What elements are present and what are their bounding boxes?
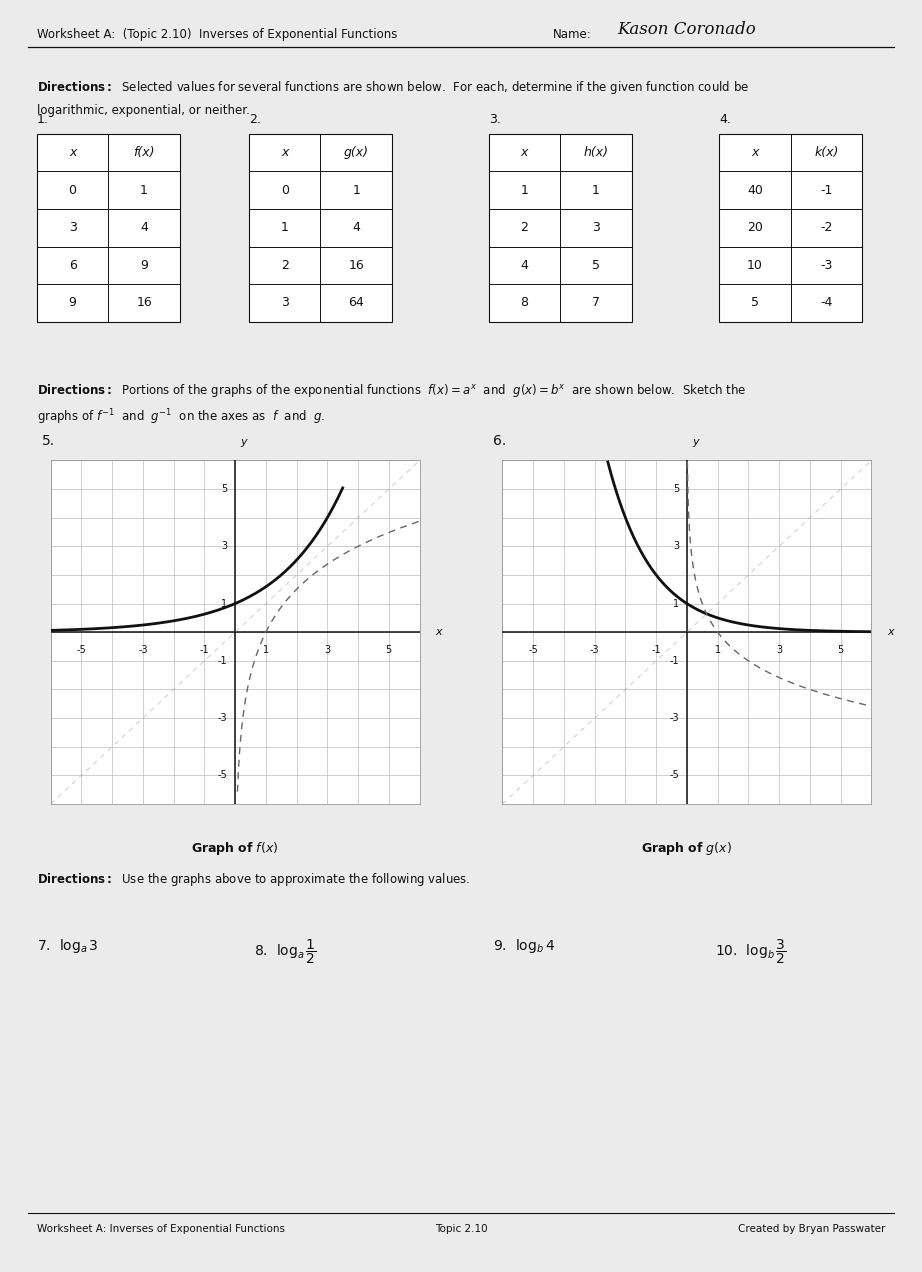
Text: 5: 5 [837,645,844,655]
Text: 3: 3 [68,221,77,234]
Text: $\mathbf{Directions:}$  Use the graphs above to approximate the following values: $\mathbf{Directions:}$ Use the graphs ab… [37,871,470,888]
Text: $y$: $y$ [692,438,701,449]
Text: 3: 3 [325,645,330,655]
Text: 7.  $\log_a 3$: 7. $\log_a 3$ [37,937,99,955]
Text: -3: -3 [218,714,228,722]
Text: 4: 4 [352,221,361,234]
Text: f(x): f(x) [134,146,155,159]
Text: 2: 2 [520,221,528,234]
Text: -1: -1 [651,645,661,655]
Text: -1: -1 [218,656,228,665]
Text: 10.  $\log_b \dfrac{3}{2}$: 10. $\log_b \dfrac{3}{2}$ [715,937,786,965]
Text: 64: 64 [349,296,364,309]
Text: 1: 1 [221,599,228,608]
Text: 0: 0 [68,183,77,197]
Text: Worksheet A: Inverses of Exponential Functions: Worksheet A: Inverses of Exponential Fun… [37,1224,285,1234]
Text: x: x [521,146,528,159]
Text: -1: -1 [199,645,209,655]
Text: 4: 4 [140,221,148,234]
Text: 5: 5 [592,258,600,272]
Text: 0: 0 [280,183,289,197]
Text: Worksheet A:  (Topic 2.10)  Inverses of Exponential Functions: Worksheet A: (Topic 2.10) Inverses of Ex… [37,28,397,41]
Text: 3: 3 [673,542,680,551]
Text: 4.: 4. [719,113,731,126]
Text: x: x [69,146,77,159]
Text: 6: 6 [68,258,77,272]
Text: Kason Coronado: Kason Coronado [618,22,756,38]
Text: 7: 7 [592,296,600,309]
Text: -5: -5 [669,771,680,780]
Text: -1: -1 [821,183,833,197]
Text: 5.: 5. [41,434,54,448]
Text: 3: 3 [776,645,782,655]
Bar [489,134,632,322]
Text: 3: 3 [592,221,600,234]
Text: 1: 1 [673,599,680,608]
Text: $\mathbf{Directions:}$  Selected values for several functions are shown below.  : $\mathbf{Directions:}$ Selected values f… [37,79,749,95]
Text: graphs of $f^{-1}$  and  $g^{-1}$  on the axes as  $f$  and  $g$.: graphs of $f^{-1}$ and $g^{-1}$ on the a… [37,407,325,426]
Text: -3: -3 [590,645,599,655]
Text: 10: 10 [747,258,762,272]
Text: Topic 2.10: Topic 2.10 [434,1224,488,1234]
Text: $x$: $x$ [887,627,895,637]
Text: 1: 1 [592,183,600,197]
Text: 9: 9 [140,258,148,272]
Text: 3: 3 [280,296,289,309]
Text: 8: 8 [520,296,528,309]
Text: $x$: $x$ [435,627,443,637]
Text: 16: 16 [136,296,152,309]
Text: 1: 1 [280,221,289,234]
Text: 16: 16 [349,258,364,272]
Text: $y$: $y$ [240,438,249,449]
Text: 2.: 2. [249,113,261,126]
Text: 5: 5 [673,485,680,494]
Text: -2: -2 [821,221,833,234]
Text: 5: 5 [221,485,228,494]
Bar [719,134,862,322]
Text: logarithmic, exponential, or neither.: logarithmic, exponential, or neither. [37,104,250,117]
Text: h(x): h(x) [584,146,609,159]
Bar [249,134,392,322]
Text: Name:: Name: [553,28,592,41]
Text: 2: 2 [280,258,289,272]
Text: 1: 1 [520,183,528,197]
Text: -3: -3 [669,714,680,722]
Text: 1: 1 [715,645,721,655]
Text: 8.  $\log_a \dfrac{1}{2}$: 8. $\log_a \dfrac{1}{2}$ [254,937,316,965]
Text: 3: 3 [221,542,228,551]
Text: -1: -1 [669,656,680,665]
Text: -5: -5 [77,645,87,655]
Text: 9.  $\log_b 4$: 9. $\log_b 4$ [493,937,555,955]
Bar [37,134,180,322]
Text: 9: 9 [68,296,77,309]
Text: k(x): k(x) [814,146,838,159]
Text: 6.: 6. [493,434,506,448]
Text: x: x [751,146,759,159]
Text: Created by Bryan Passwater: Created by Bryan Passwater [738,1224,885,1234]
Text: $\mathbf{Graph\ of\ }$$f(x)$: $\mathbf{Graph\ of\ }$$f(x)$ [192,840,278,856]
Text: x: x [281,146,289,159]
Text: 1.: 1. [37,113,49,126]
Text: $\mathbf{Graph\ of\ }$$g(x)$: $\mathbf{Graph\ of\ }$$g(x)$ [642,840,732,856]
Text: 3.: 3. [489,113,501,126]
Text: -3: -3 [138,645,148,655]
Text: 1: 1 [352,183,361,197]
Text: 5: 5 [751,296,759,309]
Text: -4: -4 [821,296,833,309]
Text: 5: 5 [385,645,392,655]
Text: 4: 4 [520,258,528,272]
Text: 1: 1 [140,183,148,197]
Text: $\mathbf{Directions:}$  Portions of the graphs of the exponential functions  $f(: $\mathbf{Directions:}$ Portions of the g… [37,382,747,398]
Text: -3: -3 [821,258,833,272]
Text: -5: -5 [218,771,228,780]
Text: g(x): g(x) [344,146,369,159]
Text: 20: 20 [747,221,762,234]
Text: 1: 1 [263,645,269,655]
Text: -5: -5 [528,645,538,655]
Text: 40: 40 [747,183,762,197]
